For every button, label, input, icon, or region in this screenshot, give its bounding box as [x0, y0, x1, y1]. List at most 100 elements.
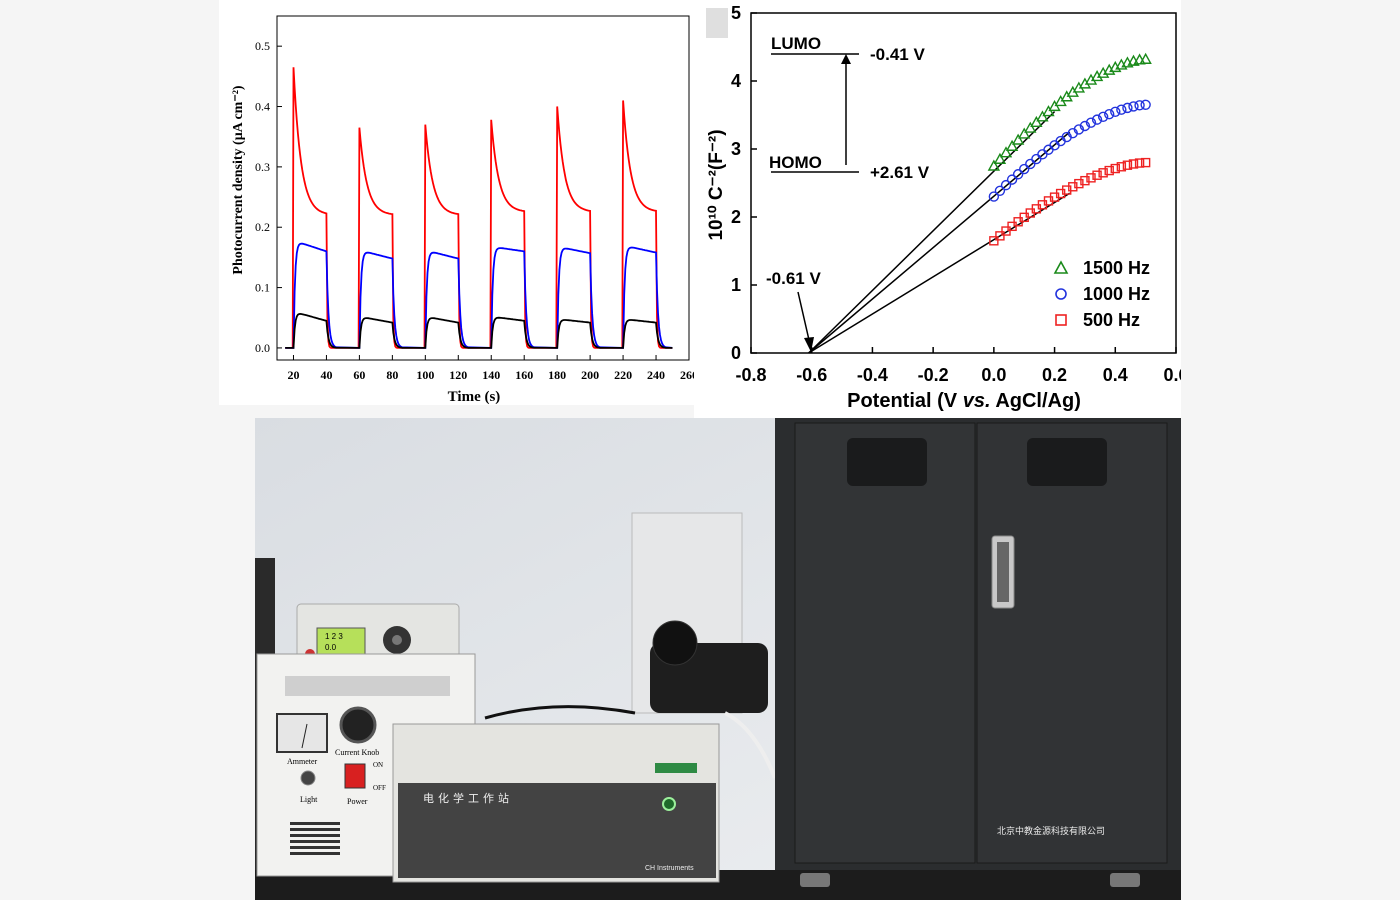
data-point [993, 152, 1007, 164]
light-label: Light [300, 795, 318, 804]
current-knob-label: Current Knob [335, 748, 379, 757]
data-point [1025, 158, 1036, 170]
data-point [1140, 99, 1151, 111]
data-point [1092, 170, 1102, 180]
data-point [989, 236, 999, 246]
x-tick-label: 140 [482, 368, 500, 382]
cable [484, 705, 636, 720]
x-tick-label: 0.6 [1163, 365, 1181, 385]
data-point [1128, 159, 1139, 169]
fit-line [808, 192, 1071, 354]
x-tick-label: 100 [416, 368, 434, 382]
data-point [1012, 169, 1024, 180]
current-knob[interactable] [339, 706, 377, 744]
y-tick-label: 0.3 [255, 160, 270, 174]
cable [724, 711, 777, 779]
data-point [1128, 101, 1139, 112]
data-point [1122, 102, 1133, 114]
power-label: Power [347, 797, 368, 806]
legend-label: 1000 Hz [1083, 284, 1150, 304]
workstation-power-button[interactable] [662, 797, 676, 811]
data-point [1074, 178, 1084, 189]
cabinet-door-right [976, 422, 1168, 864]
controller-lcd [316, 627, 366, 655]
data-point [1011, 133, 1025, 145]
data-point [1084, 73, 1098, 85]
legend: 1500 Hz 1000 Hz 500 Hz [1053, 258, 1150, 330]
watermark-box [706, 8, 728, 38]
legend-label: 500 Hz [1083, 310, 1140, 330]
data-point [1073, 124, 1085, 135]
y-tick-label: 0.4 [255, 100, 270, 114]
legend-marker [1055, 314, 1067, 326]
plot-frame [750, 12, 1177, 354]
lumo-value: -0.41 V [870, 45, 925, 64]
mott-schottky-chart: -0.8 -0.6 -0.4 -0.2 0.0 0.2 0.4 0.6 0 1 2 3 4 5 LUMO … [694, 0, 1181, 418]
data-point [1006, 174, 1018, 185]
data-point [1134, 158, 1145, 168]
lcd-line-1: 1 2 3 [325, 632, 343, 641]
y-tick-label: 1 [731, 275, 741, 295]
light-button[interactable] [300, 770, 316, 786]
data-point [1000, 179, 1012, 191]
power-switch[interactable] [344, 763, 366, 789]
arrow-up-icon [841, 54, 851, 64]
data-point [1104, 108, 1115, 120]
y-tick-label: 3 [731, 139, 741, 159]
x-tick-label: 40 [320, 368, 332, 382]
brand-label: CH Instruments [645, 865, 694, 872]
data-point [1080, 175, 1090, 186]
x-tick-label: 0.0 [981, 365, 1006, 385]
x-tick-label: 180 [548, 368, 566, 382]
data-point [1110, 163, 1120, 174]
vent-grille [290, 822, 340, 855]
cabinet-door-left [794, 422, 976, 864]
lumo-label: LUMO [771, 34, 821, 53]
x-tick-label: -0.6 [796, 365, 827, 385]
data-point [987, 159, 1001, 171]
data-point [1068, 182, 1078, 192]
data-point [1139, 52, 1152, 64]
workstation-sticker [655, 763, 697, 773]
data-point [995, 231, 1005, 241]
workstation-label: 电化学工作站 [423, 791, 513, 805]
data-point [994, 185, 1006, 196]
homo-value: +2.61 V [870, 163, 930, 182]
x-tick-label: 240 [647, 368, 665, 382]
data-point [1098, 168, 1108, 178]
data-point [1104, 165, 1114, 176]
data-point [1116, 162, 1127, 172]
data-point [1019, 163, 1030, 175]
x-tick-label: 60 [353, 368, 365, 382]
data-point [1018, 127, 1031, 139]
legend-marker [1055, 288, 1067, 300]
arrow-down-icon [804, 337, 814, 352]
y-tick-label: 0.1 [255, 281, 270, 295]
equipment-photo: 北京中教金源科技有限公司 1 2 3 0.0 Ammeter Current K… [255, 418, 1181, 900]
homo-label: HOMO [769, 153, 822, 172]
plot-frame [276, 15, 690, 361]
y-axis-label: 10¹⁰ C⁻²(F⁻²) [706, 129, 727, 240]
lcd-line-2: 0.0 [325, 643, 337, 652]
y-tick-label: 0.5 [255, 39, 270, 53]
data-point [1122, 160, 1133, 170]
lamp-lens [652, 620, 698, 666]
x-axis-label: Time (s) [448, 389, 501, 405]
x-axis-label: Potential (V vs. AgCl/Ag) [847, 390, 1081, 412]
cabinet-window [1027, 438, 1107, 486]
data-point [1079, 120, 1091, 132]
data-point [1085, 117, 1097, 128]
data-point [1024, 121, 1037, 133]
photocurrent-chart: 20 40 60 80 100 120 140 160 180 200 220 240 260 0.0 0.… [219, 0, 694, 405]
on-label: ON [373, 761, 383, 769]
ammeter-label: Ammeter [287, 757, 318, 766]
data-point [1030, 115, 1043, 128]
y-tick-label: 5 [731, 3, 741, 23]
band-annotation: LUMO -0.41 V HOMO +2.61 V -0.61 V [766, 34, 930, 352]
x-tick-label: 20 [287, 368, 299, 382]
y-tick-label: 4 [731, 71, 741, 91]
photocurrent-series-line [285, 242, 673, 349]
data-point [1140, 157, 1151, 168]
x-tick-label: 160 [515, 368, 533, 382]
data-point [1097, 111, 1109, 122]
